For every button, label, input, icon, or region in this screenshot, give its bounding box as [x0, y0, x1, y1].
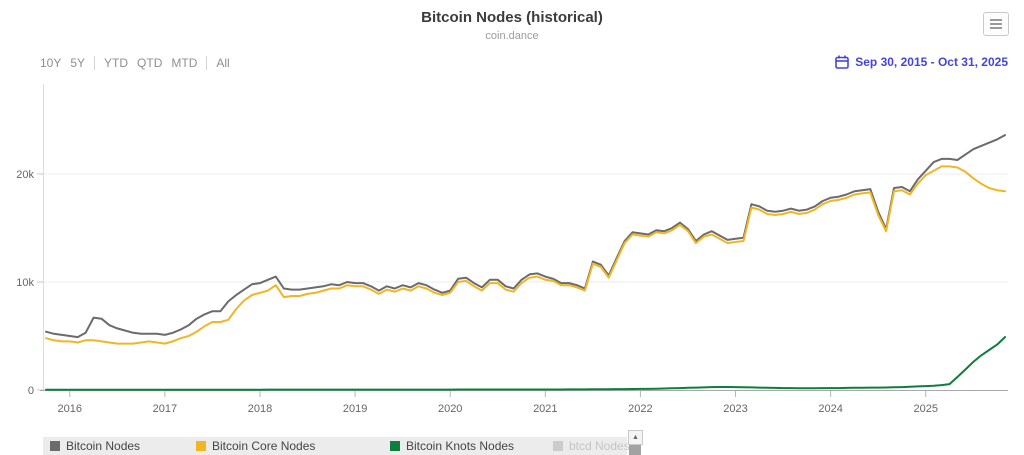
range-button-qtd[interactable]: QTD — [137, 56, 163, 70]
range-button-10y[interactable]: 10Y — [40, 56, 62, 70]
x-axis-label: 2018 — [248, 403, 272, 415]
legend-scrollbar-thumb[interactable] — [629, 445, 641, 455]
plot-area[interactable] — [43, 84, 1008, 390]
hamburger-icon — [990, 19, 1002, 21]
x-axis-label: 2022 — [628, 403, 652, 415]
x-axis-label: 2024 — [818, 403, 842, 415]
chart-subtitle: coin.dance — [485, 30, 539, 42]
legend-swatch-bitcoin-nodes — [50, 441, 60, 451]
range-button-ytd[interactable]: YTD — [104, 56, 129, 70]
date-range-label: Sep 30, 2015 - Oct 31, 2025 — [855, 55, 1008, 69]
range-button-5y[interactable]: 5Y — [70, 56, 86, 70]
legend-item-bitcoin-nodes[interactable]: Bitcoin Nodes — [50, 437, 140, 455]
series-line-bitcoin-knots-nodes — [45, 336, 1006, 391]
line-chart: 0 10k 20k 2016 2017 2018 2019 2020 2021 2022 2023 2… — [16, 84, 1008, 415]
range-selector: 10Y 5Y YTD QTD MTD All — [40, 56, 230, 70]
legend-item-bitcoin-core-nodes[interactable]: Bitcoin Core Nodes — [196, 437, 315, 455]
x-axis-label: 2023 — [723, 403, 747, 415]
x-axis-label: 2020 — [438, 403, 462, 415]
chart-context-menu-button[interactable] — [983, 12, 1009, 36]
x-axis-label: 2016 — [58, 403, 82, 415]
range-button-mtd[interactable]: MTD — [171, 56, 198, 70]
y-axis-label: 0 — [28, 385, 34, 397]
series-line-bitcoin-nodes — [45, 134, 1006, 339]
date-range-picker[interactable]: Sep 30, 2015 - Oct 31, 2025 — [835, 55, 1008, 69]
range-divider — [206, 56, 208, 70]
page-title: Bitcoin Nodes (historical) — [421, 9, 603, 26]
range-divider — [94, 56, 96, 70]
y-axis-label: 10k — [16, 277, 34, 289]
series-line-bitcoin-core-nodes — [45, 165, 1006, 345]
x-axis-label: 2019 — [343, 403, 367, 415]
legend-swatch-btcd-nodes — [553, 441, 563, 451]
legend-swatch-bitcoin-core-nodes — [196, 441, 206, 451]
range-button-all[interactable]: All — [216, 56, 230, 70]
legend-item-bitcoin-knots-nodes[interactable]: Bitcoin Knots Nodes — [390, 437, 514, 455]
y-axis-label: 20k — [16, 169, 34, 181]
chart-legend: Bitcoin Nodes Bitcoin Core Nodes Bitcoin… — [43, 437, 630, 455]
legend-swatch-bitcoin-knots-nodes — [390, 441, 400, 451]
legend-item-btcd-nodes[interactable]: btcd Nodes — [553, 437, 630, 455]
x-axis-label: 2017 — [153, 403, 177, 415]
x-axis-label: 2025 — [914, 403, 938, 415]
legend-scroll-up-button[interactable]: ▲ — [628, 430, 643, 445]
x-axis-label: 2021 — [533, 403, 557, 415]
calendar-icon — [835, 55, 850, 69]
